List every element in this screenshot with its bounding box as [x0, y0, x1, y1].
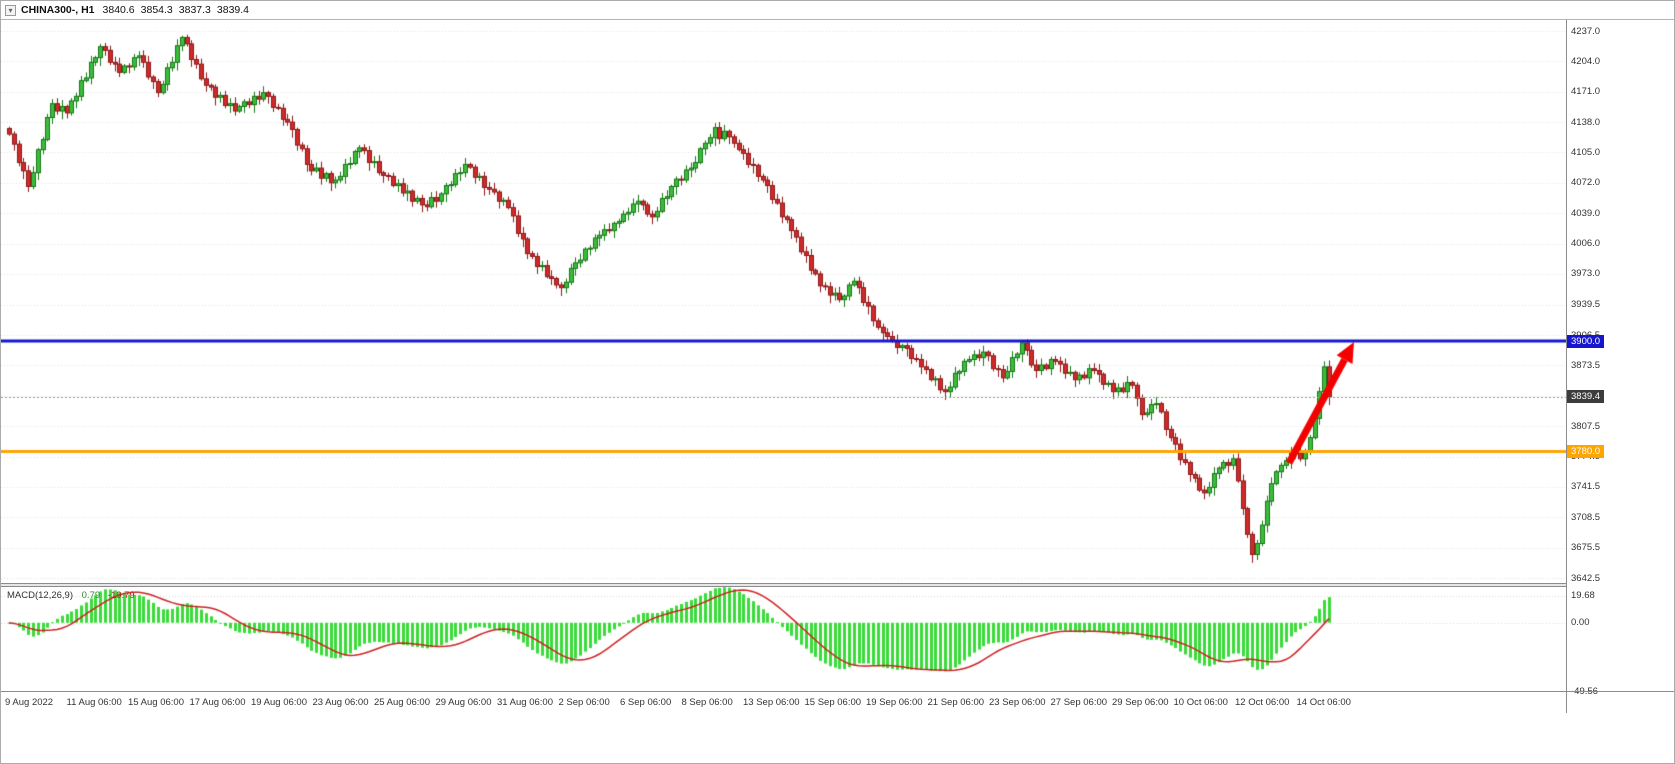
price-axis-label: 4072.0 [1571, 177, 1601, 189]
symbol-dropdown-icon[interactable]: ▾ [5, 4, 16, 16]
macd-indicator-label: MACD(12,26,9) [7, 590, 73, 601]
chart-header: ▾ CHINA300-, H1 3840.6 3854.3 3837.3 383… [1, 1, 1674, 20]
macd-indicator-header: MACD(12,26,9) 0.79 -19.79 [7, 590, 135, 601]
time-axis-label: 17 Aug 06:00 [189, 697, 246, 708]
time-axis-label: 6 Sep 06:00 [620, 697, 672, 708]
price-axis-label: 3741.5 [1571, 481, 1601, 493]
price-axis-label: 4237.0 [1571, 25, 1601, 37]
time-axis-label: 27 Sep 06:00 [1050, 697, 1108, 708]
ohlc-high: 3854.3 [140, 4, 173, 16]
ohlc-low: 3837.3 [178, 4, 211, 16]
time-axis-label: 2 Sep 06:00 [558, 697, 610, 708]
time-axis-label: 8 Sep 06:00 [681, 697, 733, 708]
time-axis-separator [1, 691, 1674, 692]
price-axis-label: 4105.0 [1571, 146, 1601, 158]
time-axis-label: 13 Sep 06:00 [743, 697, 800, 708]
price-axis-label: 3675.5 [1571, 542, 1601, 554]
time-axis-label: 15 Sep 06:00 [804, 697, 862, 708]
ohlc-open: 3840.6 [102, 4, 135, 16]
price-axis-label: 3642.5 [1571, 572, 1601, 584]
price-axis-label: 4204.0 [1571, 55, 1601, 67]
macd-main-value: 0.79 [81, 590, 101, 601]
price-axis-separator [1566, 19, 1567, 713]
price-axis-label: 3807.5 [1571, 420, 1601, 432]
price-axis-label: 3939.5 [1571, 299, 1601, 311]
time-axis-label: 11 Aug 06:00 [66, 697, 122, 708]
symbol-title: CHINA300-, H1 [21, 4, 95, 16]
ohlc-close: 3839.4 [216, 4, 250, 16]
price-axis-label: 3873.5 [1571, 359, 1601, 371]
time-axis-label: 31 Aug 06:00 [497, 697, 553, 708]
price-axis-label: 3973.0 [1571, 268, 1601, 280]
macd-signal-value: -19.79 [107, 590, 135, 601]
price-axis-label: 4006.0 [1571, 238, 1601, 250]
resistance-line-price-tag[interactable]: 3900.0 [1567, 334, 1605, 348]
price-axis-label: 4138.0 [1571, 116, 1601, 128]
time-axis-label: 9 Aug 2022 [5, 697, 54, 708]
time-axis-label: 23 Aug 06:00 [312, 697, 369, 708]
time-axis-label: 29 Aug 06:00 [435, 697, 492, 708]
time-axis-label: 19 Sep 06:00 [866, 697, 923, 708]
time-axis-label: 23 Sep 06:00 [989, 697, 1046, 708]
time-axis-label: 15 Aug 06:00 [128, 697, 184, 708]
time-axis-label: 10 Oct 06:00 [1173, 697, 1228, 708]
macd-axis-label: 19.68 [1571, 590, 1595, 602]
price-axis-label: 3708.5 [1571, 511, 1601, 523]
price-axis-label: 4171.0 [1571, 86, 1601, 98]
macd-indicator-canvas[interactable] [1, 587, 1566, 691]
time-axis-label: 21 Sep 06:00 [927, 697, 985, 708]
trend-arrow-annotation[interactable] [1283, 336, 1363, 468]
current-price-tag: 3839.4 [1567, 390, 1605, 404]
time-axis-label: 19 Aug 06:00 [251, 697, 307, 708]
time-axis-label: 25 Aug 06:00 [374, 697, 430, 708]
price-axis-label: 4039.0 [1571, 207, 1601, 219]
time-axis-label: 29 Sep 06:00 [1112, 697, 1169, 708]
price-chart-canvas[interactable] [1, 19, 1566, 584]
pane-splitter[interactable] [1, 583, 1566, 587]
support-line-price-tag[interactable]: 3780.0 [1567, 444, 1605, 458]
time-axis-label: 14 Oct 06:00 [1296, 697, 1351, 708]
macd-axis-label: 0.00 [1571, 617, 1590, 629]
time-axis-label: 12 Oct 06:00 [1235, 697, 1290, 708]
